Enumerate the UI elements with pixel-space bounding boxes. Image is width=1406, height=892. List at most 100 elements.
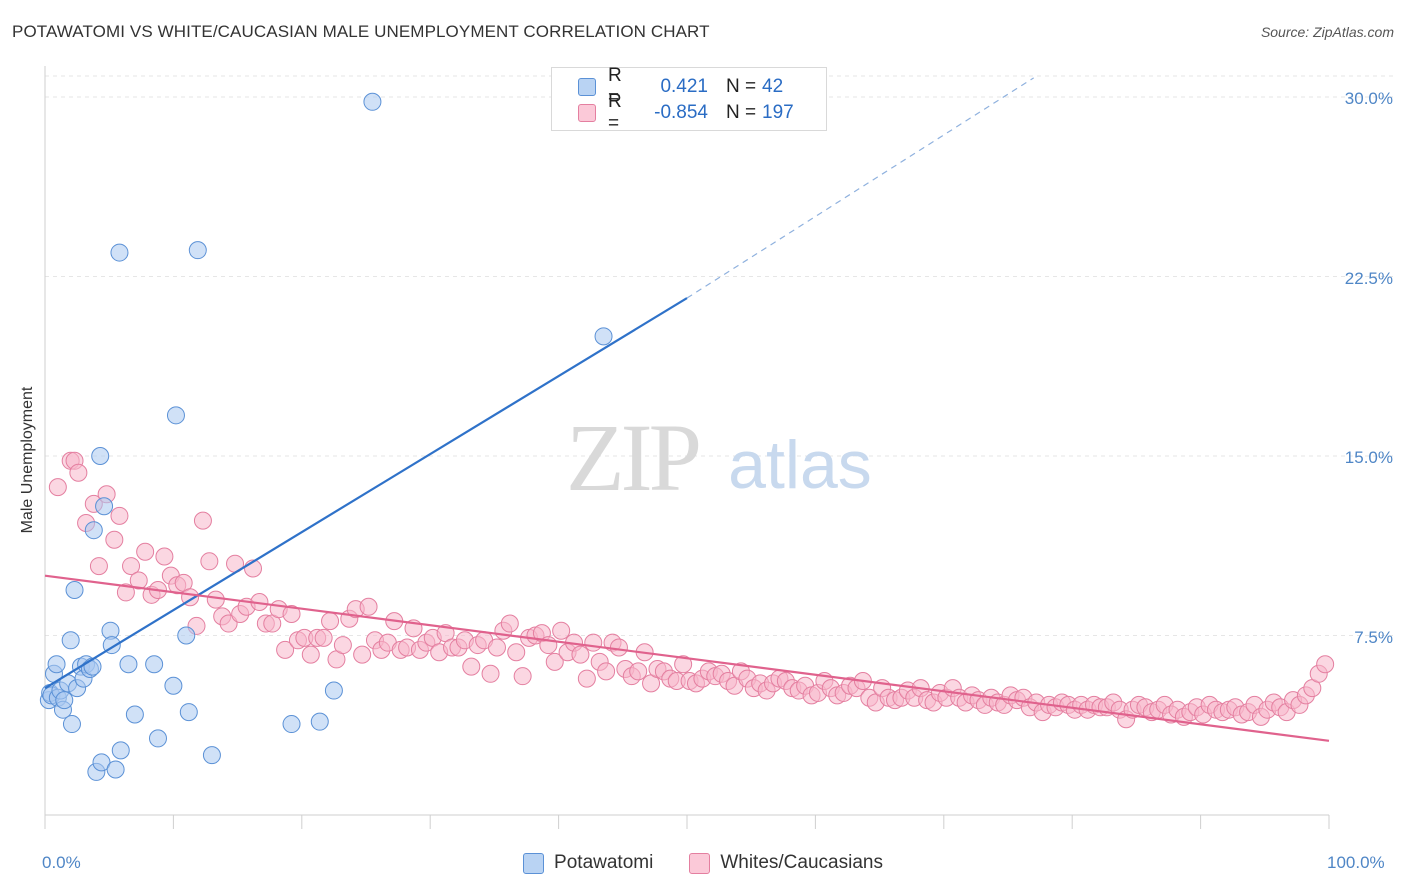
watermark-zip: ZIP — [566, 404, 699, 511]
data-point — [110, 243, 129, 262]
legend-n-label: N = — [726, 102, 757, 123]
data-point — [106, 760, 125, 779]
data-point — [145, 655, 164, 674]
legend-label-potawatomi: Potawatomi — [554, 852, 654, 873]
y-tick-label: 15.0% — [1344, 448, 1393, 467]
y-tick-label: 30.0% — [1344, 89, 1393, 108]
data-point — [62, 715, 81, 734]
data-point — [155, 547, 174, 566]
data-point — [571, 645, 590, 664]
series-legend: Potawatomi Whites/Caucasians — [0, 852, 1406, 874]
data-point — [282, 604, 301, 623]
data-point — [105, 530, 124, 549]
data-point — [65, 581, 84, 600]
data-point — [122, 557, 141, 576]
data-point — [314, 628, 333, 647]
data-point — [276, 640, 295, 659]
trend-line-potawatomi — [44, 297, 688, 690]
data-point — [321, 612, 340, 631]
data-point — [552, 621, 571, 640]
data-point — [188, 241, 207, 260]
data-point — [219, 614, 238, 633]
axes — [44, 66, 1330, 829]
legend-swatch-whites — [578, 104, 596, 122]
data-point — [282, 715, 301, 734]
legend-r-label: R = — [608, 65, 622, 108]
legend-n-value: 197 — [762, 102, 794, 123]
data-point — [577, 669, 596, 688]
data-point — [55, 691, 74, 710]
data-point — [324, 681, 343, 700]
data-point — [500, 614, 519, 633]
data-point — [545, 652, 564, 671]
legend-n-value: 42 — [762, 76, 784, 97]
data-point — [507, 643, 526, 662]
data-point — [111, 741, 130, 760]
data-point — [597, 662, 616, 681]
legend-r-value: -0.854 — [654, 102, 708, 123]
trend-line-whites — [44, 574, 1330, 742]
data-point — [363, 92, 382, 111]
y-tick-label: 22.5% — [1344, 268, 1393, 288]
x-tick-label-max: 100.0% — [1327, 853, 1385, 872]
data-point — [110, 506, 129, 525]
data-point — [584, 633, 603, 652]
data-point — [92, 753, 111, 772]
legend-item-potawatomi: Potawatomi — [523, 852, 653, 874]
data-point — [487, 638, 506, 657]
data-point — [462, 657, 481, 676]
data-point — [164, 676, 183, 695]
data-point — [1316, 655, 1335, 674]
data-point — [202, 746, 221, 765]
watermark-atlas: atlas — [728, 427, 872, 503]
trend-lines — [44, 77, 1330, 742]
legend-n-label: N = — [726, 76, 757, 97]
data-point — [148, 729, 167, 748]
legend-label-whites: Whites/Caucasians — [720, 852, 883, 873]
legend-item-whites: Whites/Caucasians — [689, 852, 883, 874]
data-point — [177, 626, 196, 645]
data-point — [310, 712, 329, 731]
data-point — [69, 463, 88, 482]
legend-swatch-whites — [689, 852, 711, 874]
chart-source: Source: ZipAtlas.com — [1260, 24, 1394, 40]
data-point — [48, 478, 67, 497]
legend-swatch-potawatomi — [578, 78, 596, 96]
data-point — [166, 406, 185, 425]
chart-title: POTAWATOMI VS WHITE/CAUCASIAN MALE UNEMP… — [12, 22, 710, 41]
data-point — [129, 571, 148, 590]
trend-line-potawatomi-extension — [686, 77, 1035, 299]
data-point — [83, 657, 102, 676]
data-point — [179, 703, 198, 722]
correlation-legend: R = 0.421 N = 42 R = -0.854 N = 197 — [551, 65, 827, 134]
data-point — [353, 645, 372, 664]
data-point — [674, 655, 693, 674]
data-point — [119, 655, 138, 674]
y-tick-label: 7.5% — [1354, 627, 1393, 647]
data-point — [609, 638, 628, 657]
data-point — [125, 705, 144, 724]
data-point — [481, 664, 500, 683]
watermark: ZIP atlas — [566, 404, 872, 511]
data-point — [84, 521, 103, 540]
data-point — [89, 557, 108, 576]
data-point — [91, 447, 110, 465]
data-point — [513, 667, 532, 686]
data-point — [206, 590, 225, 609]
data-point — [594, 327, 613, 346]
data-point — [116, 583, 135, 602]
data-point — [47, 655, 66, 674]
x-tick-label-min: 0.0% — [42, 853, 81, 872]
legend-row-whites: R = -0.854 N = 197 — [552, 91, 794, 134]
data-point — [629, 662, 648, 681]
data-point — [301, 645, 320, 664]
data-point — [200, 552, 219, 571]
data-point — [359, 597, 378, 616]
data-point — [136, 542, 155, 561]
data-point — [95, 497, 114, 516]
legend-r-label: R = — [608, 91, 622, 134]
data-point — [193, 511, 212, 530]
data-point — [61, 631, 80, 650]
legend-r-value: 0.421 — [660, 76, 708, 97]
